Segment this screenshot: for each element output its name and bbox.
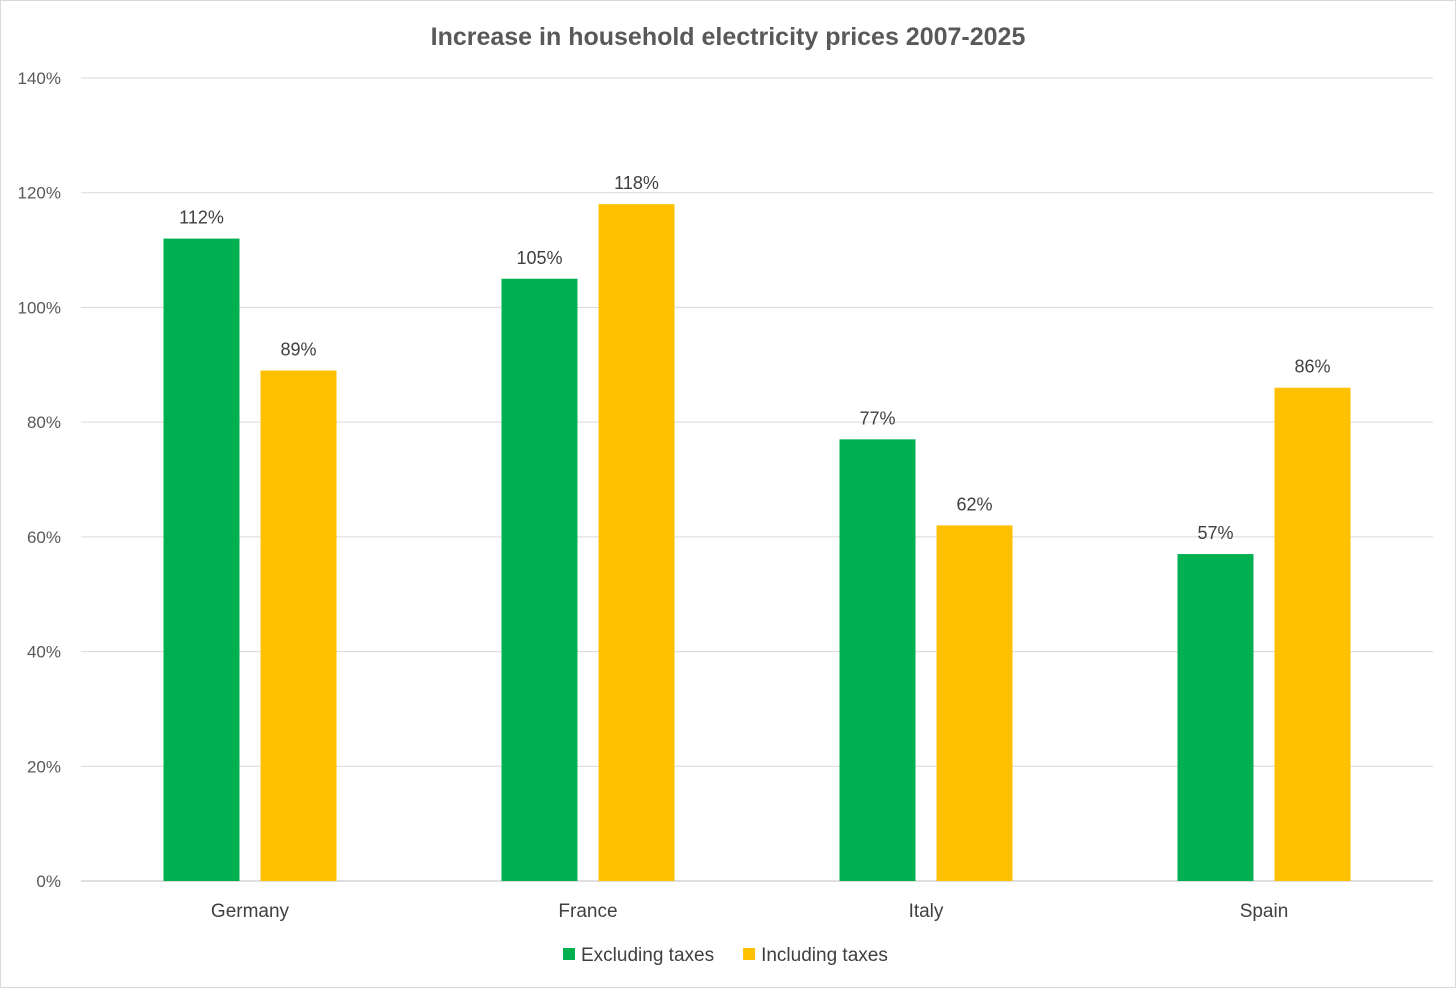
data-label: 118% [614, 173, 659, 193]
x-tick-label: Germany [211, 901, 290, 922]
x-axis: Germany France Italy Spain [211, 901, 1288, 922]
data-label: 86% [1294, 357, 1330, 377]
bar-france-excluding [501, 278, 578, 881]
data-label: 77% [859, 408, 895, 428]
y-tick-label: 40% [27, 643, 61, 662]
y-tick-label: 60% [27, 528, 61, 547]
data-label: 112% [179, 208, 224, 228]
y-tick-label: 120% [18, 184, 61, 203]
y-tick-label: 100% [18, 298, 61, 317]
legend-label: Excluding taxes [581, 945, 714, 966]
data-label: 105% [516, 248, 562, 268]
x-tick-label: Italy [909, 901, 944, 922]
bar-italy-excluding [839, 439, 916, 881]
data-label: 89% [280, 340, 316, 360]
data-label: 57% [1197, 523, 1233, 543]
bar-spain-excluding [1177, 554, 1254, 881]
bar-italy-including [936, 525, 1013, 881]
bar-spain-including [1274, 387, 1351, 881]
chart-title: Increase in household electricity prices… [431, 23, 1026, 51]
y-tick-label: 20% [27, 757, 61, 776]
y-tick-label: 140% [18, 69, 61, 88]
y-axis: 0% 20% 40% 60% 80% 100% 120% 140% [18, 69, 61, 891]
legend-swatch [743, 948, 756, 960]
bar-germany-excluding [163, 238, 240, 882]
legend: Excluding taxes Including taxes [563, 945, 888, 966]
x-tick-label: Spain [1240, 901, 1289, 922]
bar-germany-including [260, 370, 337, 881]
y-tick-label: 0% [36, 872, 61, 891]
legend-swatch [563, 948, 575, 960]
data-label: 62% [956, 494, 992, 514]
y-tick-label: 80% [27, 413, 61, 432]
x-tick-label: France [558, 901, 617, 922]
bar-france-including [598, 204, 675, 881]
bars: 112% 89% 105% 118% 77% 62% 57% 86% [163, 173, 1351, 882]
legend-label: Including taxes [761, 945, 888, 966]
